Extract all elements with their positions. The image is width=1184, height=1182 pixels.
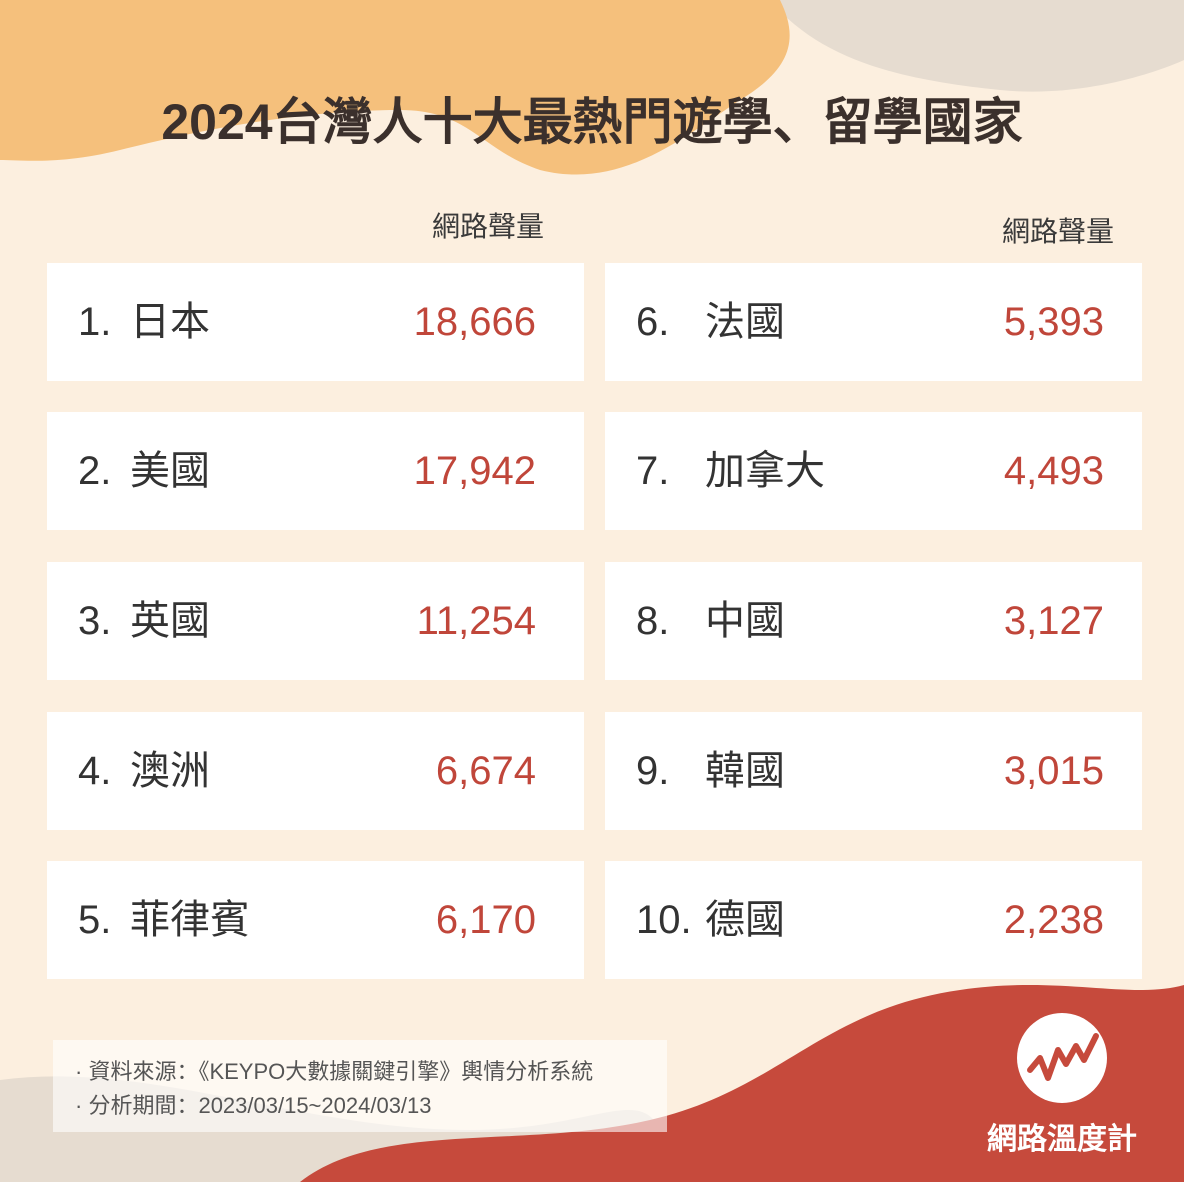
country-name: 英國 xyxy=(130,599,210,643)
ranking-card: 3. 英國 11,254 xyxy=(47,562,584,680)
country-name: 澳洲 xyxy=(130,749,210,793)
mention-count: 17,942 xyxy=(413,449,536,493)
country-name: 德國 xyxy=(705,898,785,942)
column-header: 網路聲量 xyxy=(1002,216,1115,247)
rank: 3. xyxy=(78,599,112,643)
rank: 9. xyxy=(636,749,670,793)
rank: 5. xyxy=(78,898,112,942)
ranking-card: 4. 澳洲 6,674 xyxy=(47,712,584,830)
mention-count: 4,493 xyxy=(1003,449,1104,493)
orange-blob xyxy=(0,0,790,175)
footnote-text: 資料來源：《KEYPO大數據關鍵引擎》輿情分析系統 xyxy=(88,1059,594,1084)
footnote: · 資料來源：《KEYPO大數據關鍵引擎》輿情分析系統 xyxy=(75,1054,593,1086)
ranking-card: 2. 美國 17,942 xyxy=(47,412,584,530)
ranking-card: 10. 德國 2,238 xyxy=(605,861,1142,979)
mention-count: 5,393 xyxy=(1003,300,1104,344)
country-name: 中國 xyxy=(705,599,785,643)
ranking-card: 7. 加拿大 4,493 xyxy=(605,412,1142,530)
ranking-card: 5. 菲律賓 6,170 xyxy=(47,861,584,979)
rank: 7. xyxy=(636,449,670,493)
gray-blob xyxy=(770,0,1184,92)
ranking-card: 6. 法國 5,393 xyxy=(605,263,1142,381)
ranking-card: 8. 中國 3,127 xyxy=(605,562,1142,680)
rank: 8. xyxy=(636,599,670,643)
mention-count: 6,674 xyxy=(435,749,536,793)
country-name: 日本 xyxy=(130,300,210,344)
country-name: 美國 xyxy=(130,449,210,493)
brand: 網路溫度計 xyxy=(987,1123,1137,1156)
mention-count: 18,666 xyxy=(413,300,536,344)
footnote-text: 分析期間：2023/03/15~2024/03/13 xyxy=(88,1093,432,1118)
rank: 4. xyxy=(78,749,112,793)
mention-count: 3,127 xyxy=(1003,599,1104,643)
bullet: · xyxy=(75,1059,89,1084)
ranking-card: 1. 日本 18,666 xyxy=(47,263,584,381)
country-name: 菲律賓 xyxy=(130,898,250,942)
red-wave xyxy=(300,985,1184,1182)
footnote-box: · 資料來源：《KEYPO大數據關鍵引擎》輿情分析系統 · 分析期間：2023/… xyxy=(53,1040,667,1132)
rank: 1. xyxy=(78,300,112,344)
rank: 10. xyxy=(636,898,692,942)
mention-count: 2,238 xyxy=(1003,898,1104,942)
mention-count: 11,254 xyxy=(416,599,536,643)
logo-zigzag xyxy=(1027,1033,1099,1081)
column-header: 網路聲量 xyxy=(432,211,545,242)
rank: 2. xyxy=(78,449,112,493)
country-name: 法國 xyxy=(705,300,785,344)
country-name: 韓國 xyxy=(705,749,785,793)
rank: 6. xyxy=(636,300,670,344)
country-name: 加拿大 xyxy=(705,449,825,493)
bullet: · xyxy=(75,1093,89,1118)
title: 2024台灣人十大最熱門遊學、留學國家 xyxy=(161,94,1023,150)
footnote: · 分析期間：2023/03/15~2024/03/13 xyxy=(75,1088,432,1120)
mention-count: 6,170 xyxy=(435,898,536,942)
ranking-card: 9. 韓國 3,015 xyxy=(605,712,1142,830)
mention-count: 3,015 xyxy=(1003,749,1104,793)
